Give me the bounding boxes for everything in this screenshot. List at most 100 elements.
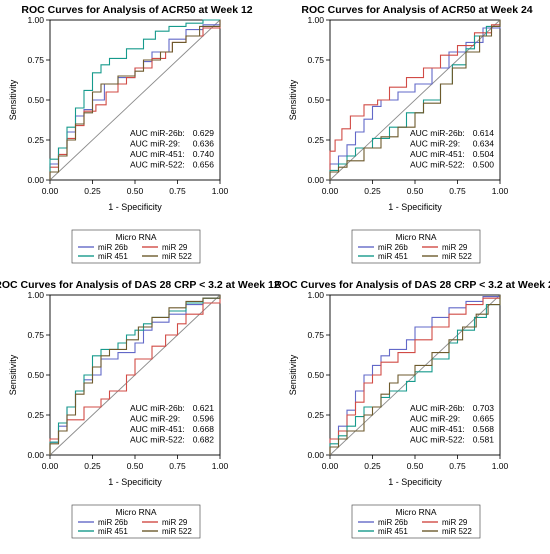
x-axis-label: 1 - Specificity — [108, 477, 162, 487]
legend-entry-label: miR 29 — [162, 518, 188, 527]
y-tick-label: 0.00 — [27, 175, 44, 185]
reference-diagonal-line — [49, 19, 221, 181]
x-tick-label: 0.75 — [449, 461, 466, 471]
y-tick-label: 0.25 — [307, 410, 324, 420]
legend-title: Micro RNA — [115, 232, 156, 242]
auc-value: 0.682 — [193, 435, 215, 445]
legend-entry-label: miR 451 — [98, 252, 128, 261]
legend-title: Micro RNA — [395, 507, 436, 517]
x-axis-label: 1 - Specificity — [108, 202, 162, 212]
y-tick-label: 1.00 — [27, 290, 44, 300]
legend-entry-label: miR 26b — [378, 243, 408, 252]
legend-entry-label: miR 29 — [442, 243, 468, 252]
x-axis-label: 1 - Specificity — [388, 202, 442, 212]
auc-label: AUC miR-522: — [410, 160, 465, 170]
auc-value: 0.703 — [473, 403, 495, 413]
x-tick-label: 0.75 — [169, 186, 186, 196]
auc-label: AUC miR-26b: — [410, 128, 465, 138]
roc-panel-2: ROC Curves for Analysis of ACR50 at Week… — [288, 4, 533, 264]
chart-title: ROC Curves for Analysis of ACR50 at Week… — [301, 4, 532, 16]
roc-curve-mir-522 — [49, 295, 221, 455]
auc-label: AUC miR-522: — [130, 160, 185, 170]
y-tick-label: 0.75 — [307, 330, 324, 340]
auc-label: AUC miR-522: — [130, 435, 185, 445]
x-tick-label: 0.25 — [364, 186, 381, 196]
x-tick-label: 0.25 — [84, 186, 101, 196]
x-tick-label: 1.00 — [212, 186, 229, 196]
legend-title: Micro RNA — [395, 232, 436, 242]
y-tick-label: 0.50 — [27, 95, 44, 105]
x-tick-label: 0.75 — [169, 461, 186, 471]
legend-entry-label: miR 29 — [442, 518, 468, 527]
y-tick-label: 0.00 — [307, 450, 324, 460]
auc-label: AUC miR-29: — [130, 414, 180, 424]
legend-entry-label: miR 26b — [98, 518, 128, 527]
y-tick-label: 1.00 — [307, 15, 324, 25]
legend-entry-label: miR 522 — [162, 252, 192, 261]
y-axis-label: Sensitivity — [288, 79, 298, 120]
legend-entry-label: miR 451 — [378, 252, 408, 261]
auc-label: AUC miR-451: — [130, 149, 185, 159]
auc-value: 0.568 — [473, 424, 495, 434]
auc-value: 0.634 — [473, 139, 495, 149]
roc-panel-3: ROC Curves for Analysis of DAS 28 CRP < … — [0, 279, 280, 539]
y-tick-label: 1.00 — [307, 290, 324, 300]
auc-value: 0.740 — [193, 149, 215, 159]
y-tick-label: 0.75 — [27, 330, 44, 340]
x-tick-label: 0.50 — [407, 461, 424, 471]
auc-label: AUC miR-451: — [410, 424, 465, 434]
y-tick-label: 0.50 — [307, 95, 324, 105]
legend-entry-label: miR 29 — [162, 243, 188, 252]
y-axis-label: Sensitivity — [8, 79, 18, 120]
auc-value: 0.500 — [473, 160, 495, 170]
roc-panel-1: ROC Curves for Analysis of ACR50 at Week… — [8, 4, 253, 264]
auc-label: AUC miR-29: — [410, 139, 460, 149]
y-tick-label: 0.00 — [307, 175, 324, 185]
legend-entry-label: miR 522 — [162, 527, 192, 536]
y-tick-label: 0.25 — [27, 410, 44, 420]
x-tick-label: 1.00 — [492, 461, 509, 471]
legend-entry-label: miR 451 — [378, 527, 408, 536]
auc-value: 0.665 — [473, 414, 495, 424]
roc-curve-mir-451 — [49, 19, 220, 180]
x-tick-label: 0.50 — [407, 186, 424, 196]
legend-box — [351, 229, 481, 264]
legend-entry-label: miR 26b — [378, 518, 408, 527]
x-tick-label: 1.00 — [492, 186, 509, 196]
x-tick-label: 0.75 — [449, 186, 466, 196]
auc-label: AUC miR-29: — [410, 414, 460, 424]
roc-curve-mir-522 — [49, 20, 221, 180]
x-tick-label: 0.25 — [84, 461, 101, 471]
y-tick-label: 0.25 — [27, 135, 44, 145]
x-tick-label: 1.00 — [212, 461, 229, 471]
legend-title: Micro RNA — [115, 507, 156, 517]
auc-label: AUC miR-26b: — [130, 128, 185, 138]
auc-value: 0.504 — [473, 149, 495, 159]
auc-value: 0.614 — [473, 128, 495, 138]
roc-panel-4: ROC Curves for Analysis of DAS 28 CRP < … — [274, 279, 550, 539]
x-tick-label: 0.25 — [364, 461, 381, 471]
roc-curve-mir-29 — [329, 295, 501, 455]
chart-title: ROC Curves for Analysis of DAS 28 CRP < … — [274, 279, 550, 291]
legend-entry-label: miR 451 — [98, 527, 128, 536]
auc-value: 0.656 — [193, 160, 215, 170]
legend-entry-label: miR 522 — [442, 527, 472, 536]
auc-value: 0.596 — [193, 414, 215, 424]
roc-curve-mir-451 — [329, 295, 501, 455]
x-tick-label: 0.00 — [42, 186, 59, 196]
auc-value: 0.621 — [193, 403, 215, 413]
auc-label: AUC miR-451: — [410, 149, 465, 159]
y-tick-label: 0.50 — [307, 370, 324, 380]
x-tick-label: 0.50 — [127, 186, 144, 196]
auc-value: 0.636 — [193, 139, 215, 149]
y-axis-label: Sensitivity — [288, 354, 298, 395]
auc-value: 0.668 — [193, 424, 215, 434]
roc-curve-mir-451 — [49, 295, 221, 455]
x-tick-label: 0.00 — [42, 461, 59, 471]
auc-label: AUC miR-26b: — [410, 403, 465, 413]
chart-title: ROC Curves for Analysis of ACR50 at Week… — [21, 4, 252, 16]
auc-value: 0.581 — [473, 435, 495, 445]
chart-title: ROC Curves for Analysis of DAS 28 CRP < … — [0, 279, 280, 291]
